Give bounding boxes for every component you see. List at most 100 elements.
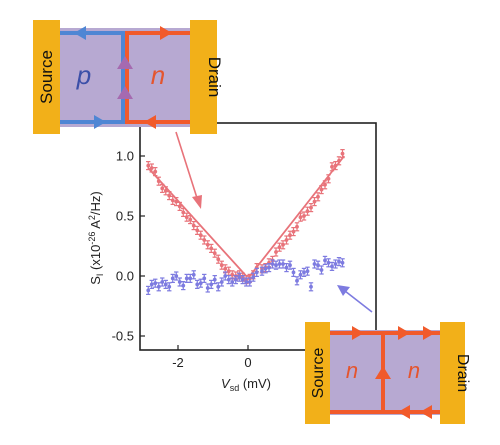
data-point [333,161,338,171]
data-point [259,266,265,276]
data-point [298,212,303,222]
data-point [305,266,310,276]
p-region-label: p [76,60,91,90]
x-tick-label: -2 [172,355,184,370]
data-point [294,222,300,232]
data-point [273,260,279,270]
data-point [167,191,172,201]
drain-contact [190,20,217,134]
data-point [156,176,161,186]
data-point [312,197,317,207]
source-contact [33,20,60,134]
y-tick-label: -0.5 [112,329,134,344]
data-point [153,167,158,177]
plot-frame [139,122,377,351]
fit-line [147,155,345,277]
data-point [160,277,165,287]
data-point [153,278,158,288]
data-point [226,275,231,285]
data-point [336,156,342,166]
data-point [340,149,345,159]
data-point [216,282,221,292]
data-point [273,247,279,257]
data-point [177,277,182,287]
arrow-right-icon [94,115,106,129]
data-point [170,195,175,205]
data-point [223,271,228,281]
data-point [163,279,168,289]
data-point [333,259,338,269]
data-point [244,277,249,287]
n-right-region-label: n [408,358,420,383]
inset-nn-junction: Source Drain n n [305,322,471,424]
arrow-left-icon [420,405,432,419]
data-point [212,248,217,258]
data-point [233,275,238,285]
arrow-up-icon [375,366,391,379]
arrow-left-icon [74,26,86,40]
data-point [287,230,293,240]
data-point [329,162,335,172]
y-tick-label: 0.5 [116,209,134,224]
x-axis-label: Vsd (mV) [221,376,271,393]
arrow-left-icon [398,405,410,419]
source-label: Source [37,50,56,104]
data-point [156,282,161,292]
data-point [198,230,203,240]
arrow-right-icon [398,326,410,340]
drain-label: Drain [454,354,471,392]
data-point [308,282,314,292]
data-point [340,258,345,268]
data-point [308,203,314,213]
noise-plot: -2 0 1.0 0.5 0.0 -0.5 Vsd (mV) SI (x10-26 A2… [87,122,377,393]
arrow-up-icon [117,86,133,99]
data-point [284,263,289,273]
arrow-up-icon [117,56,133,69]
data-point [202,273,207,283]
data-point [198,278,203,288]
data-point [301,211,307,221]
data-point [181,207,186,217]
data-point [195,279,200,289]
data-point [219,277,224,287]
data-point [205,283,210,293]
data-point [240,275,245,285]
x-tick-label: 0 [244,355,251,370]
data-point [254,267,259,277]
n-region-label: n [151,60,165,90]
data-point [326,174,331,184]
drain-contact [440,322,465,424]
data-point [191,221,196,231]
fit-lines [147,155,345,277]
data-point [163,186,168,196]
data-point [167,282,172,292]
y-tick-label: 0.0 [116,269,134,284]
data-point [336,257,342,267]
data-point [146,285,151,295]
data-point [329,261,335,271]
source-label: Source [310,348,327,399]
y-axis-label: SI (x10-26 A2/Hz) [87,191,105,285]
y-axis-ticks: 1.0 0.5 0.0 -0.5 [112,149,145,344]
data-point [230,277,235,287]
source-contact [305,322,330,424]
data-point [202,235,207,245]
data-point [319,185,324,195]
data-point [319,265,324,275]
data-point [315,260,321,270]
data-point [322,180,328,190]
data-point [184,212,189,222]
x-axis-ticks: -2 0 [172,345,252,370]
data-point [270,259,275,269]
arrow-right-icon [160,26,172,40]
data-point [191,270,196,280]
data-point [174,271,179,281]
data-point [287,260,293,270]
pointer-arrow-blue [337,285,373,313]
data-point [263,264,268,274]
data-point [188,273,193,283]
arrow-left-icon [144,115,156,129]
data-point [280,259,286,269]
data-point [294,276,300,286]
